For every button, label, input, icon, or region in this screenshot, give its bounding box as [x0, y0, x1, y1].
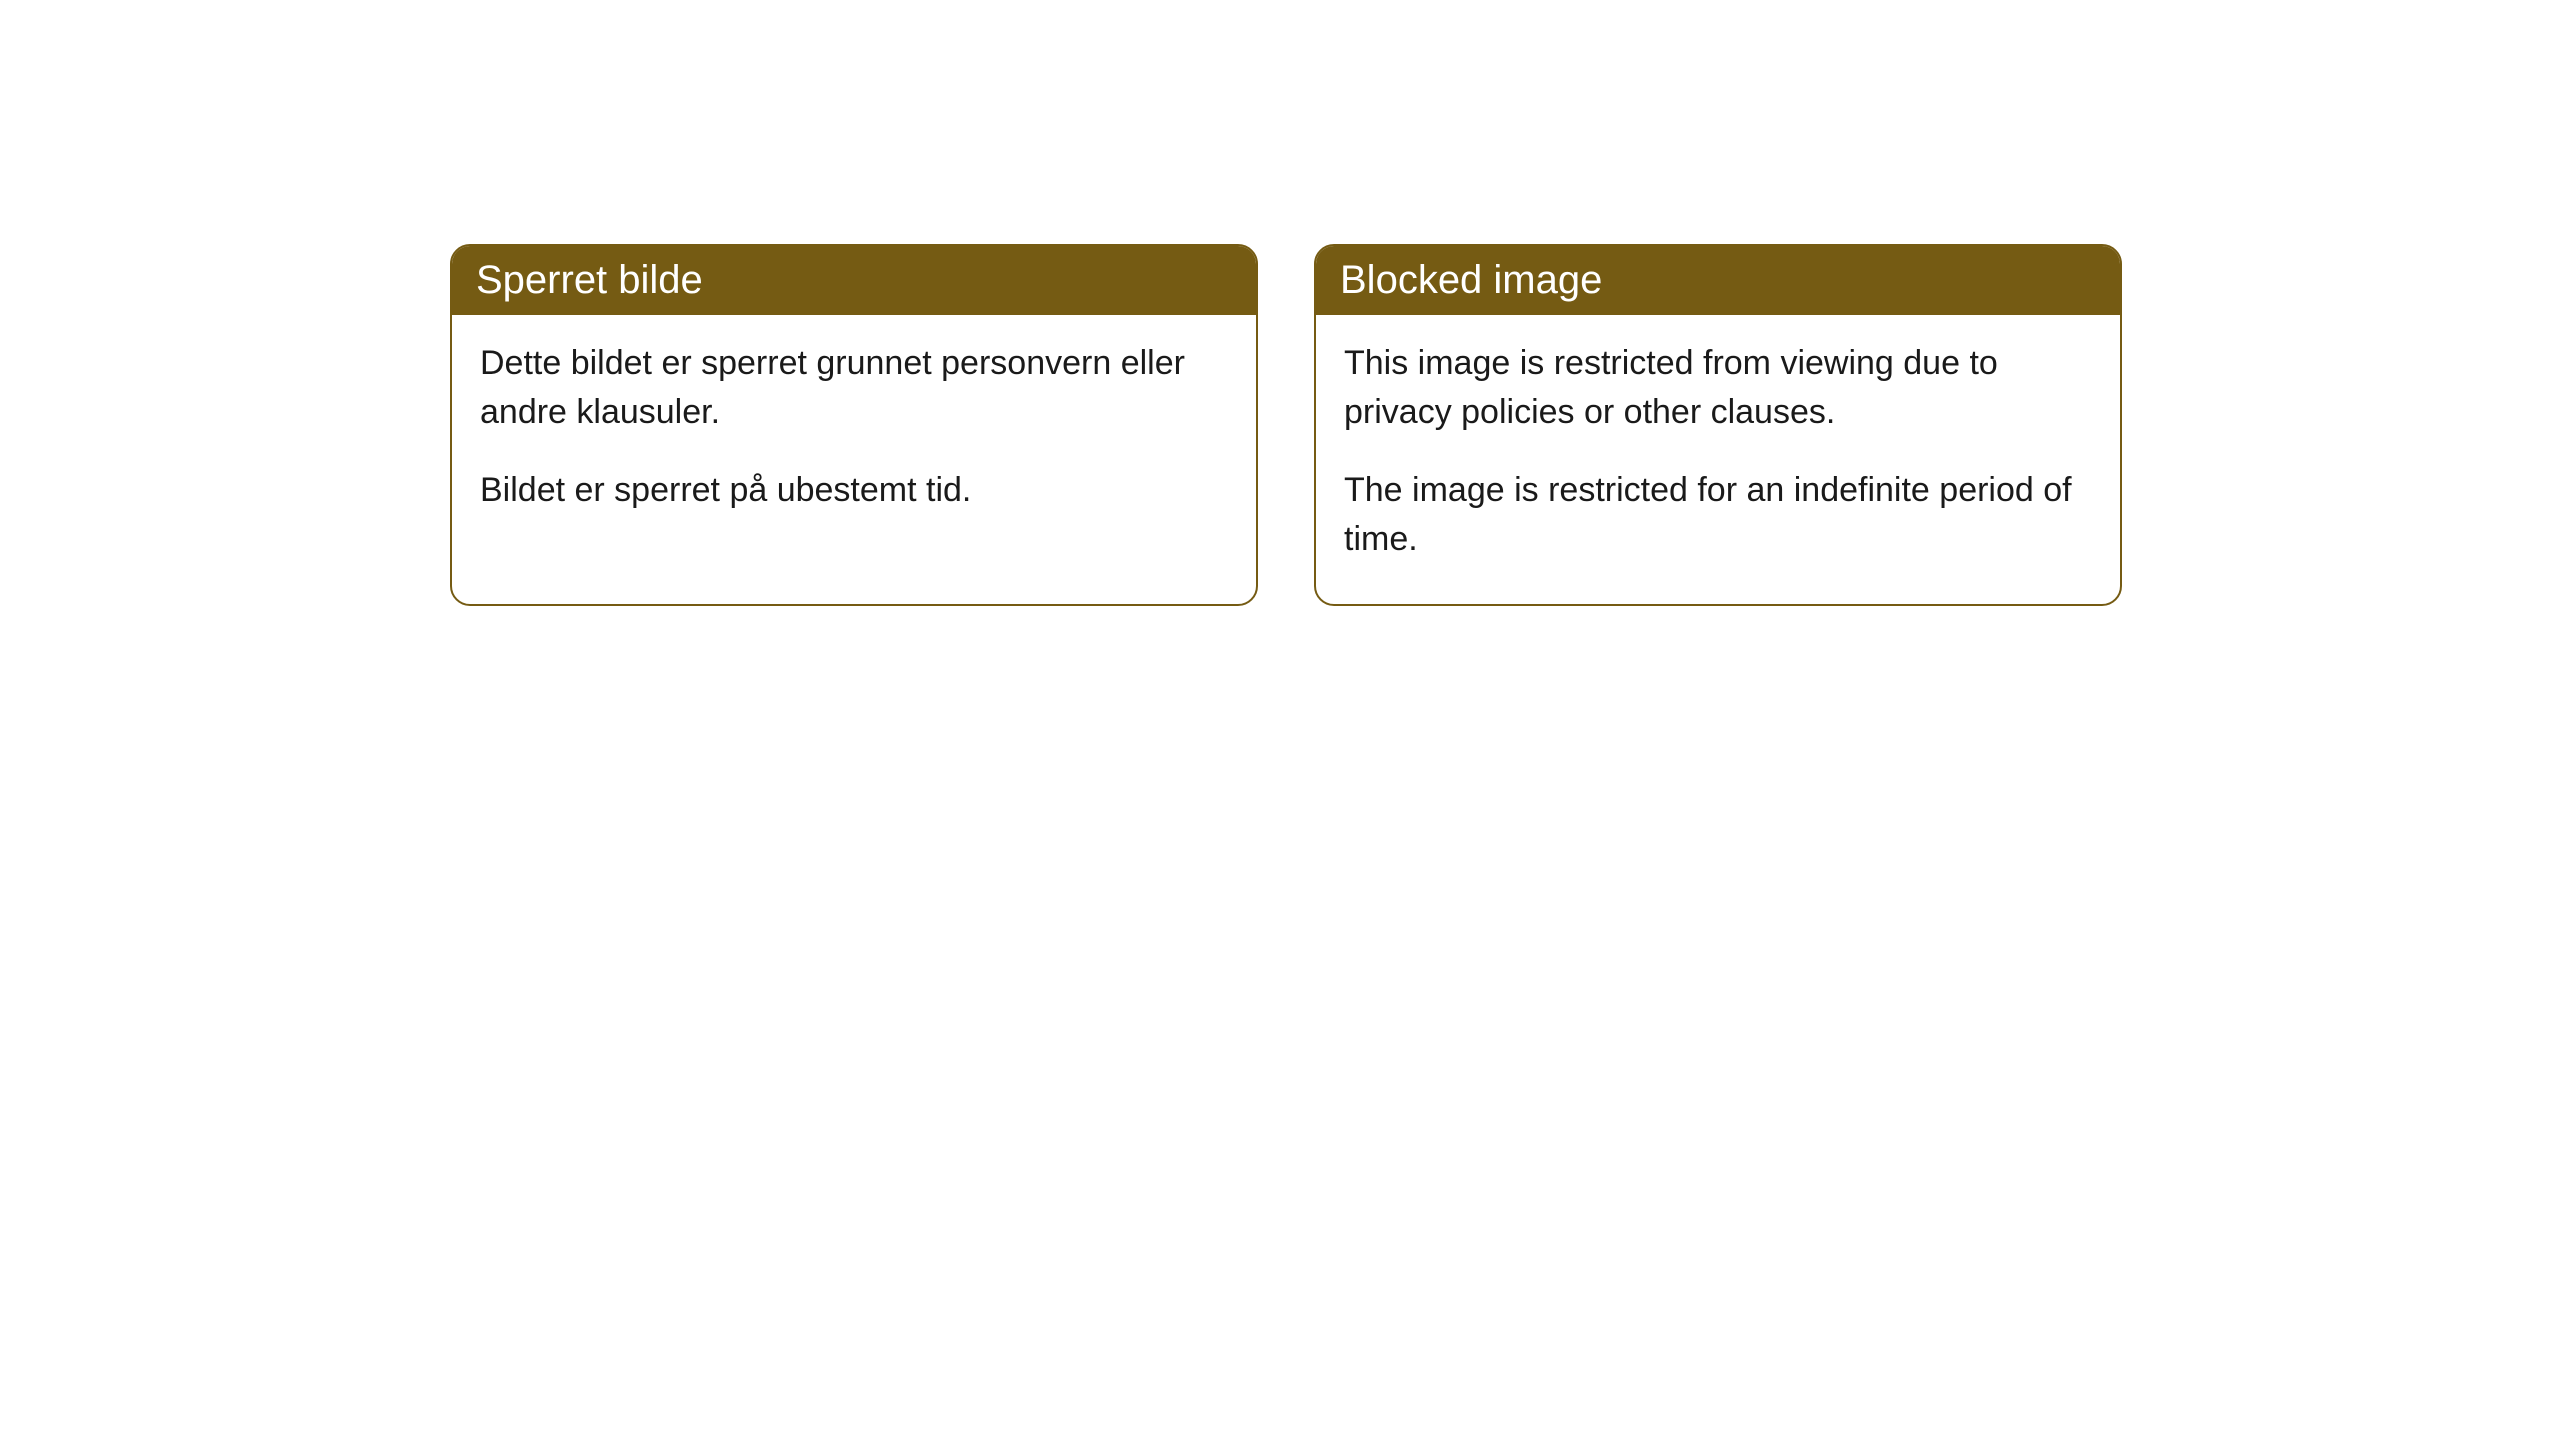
- card-title: Sperret bilde: [476, 258, 703, 302]
- card-title: Blocked image: [1340, 258, 1602, 302]
- notice-cards-container: Sperret bilde Dette bildet er sperret gr…: [450, 244, 2560, 606]
- card-paragraph-1: Dette bildet er sperret grunnet personve…: [480, 339, 1228, 438]
- blocked-image-card-norwegian: Sperret bilde Dette bildet er sperret gr…: [450, 244, 1258, 606]
- card-paragraph-2: Bildet er sperret på ubestemt tid.: [480, 466, 1228, 515]
- card-paragraph-2: The image is restricted for an indefinit…: [1344, 466, 2092, 565]
- card-paragraph-1: This image is restricted from viewing du…: [1344, 339, 2092, 438]
- card-header-norwegian: Sperret bilde: [452, 246, 1256, 315]
- blocked-image-card-english: Blocked image This image is restricted f…: [1314, 244, 2122, 606]
- card-header-english: Blocked image: [1316, 246, 2120, 315]
- card-body-norwegian: Dette bildet er sperret grunnet personve…: [452, 315, 1256, 555]
- card-body-english: This image is restricted from viewing du…: [1316, 315, 2120, 604]
